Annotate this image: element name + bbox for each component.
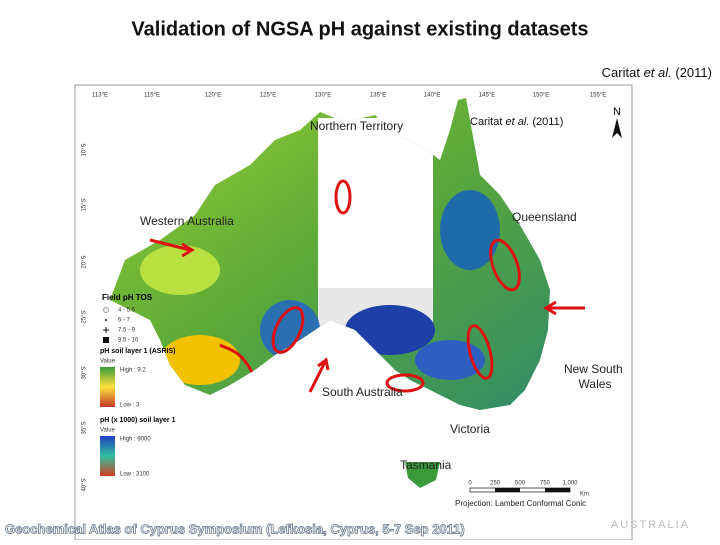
north-arrow-shape — [612, 118, 622, 138]
longitude-label: 130°E — [315, 93, 331, 99]
map-citation: Caritat et al. (2011) — [470, 116, 563, 128]
region-label: New South Wales — [564, 362, 626, 391]
highlights — [149, 179, 585, 393]
scale-tick-label: 250 — [490, 481, 501, 487]
legend-layer2-title: pH (x 1000) soil layer 1 — [100, 417, 176, 424]
scale-bar: 0 250 500 750 1,000 Km — [468, 481, 589, 498]
latitude-label: 25°S — [82, 310, 88, 323]
latitude-label: 20°S — [82, 255, 88, 268]
citation-etal: et al. — [644, 65, 672, 80]
projection: Projection: Lambert Conformal Conic — [455, 499, 586, 508]
north-arrow: N — [613, 106, 621, 118]
region-label: Western Australia — [140, 214, 234, 228]
scale-unit: Km — [580, 492, 589, 498]
citation: Caritat et al. (2011) — [602, 65, 712, 80]
region-label: Tasmania — [400, 458, 452, 472]
tasmania — [405, 462, 440, 488]
map: Caritat et al. (2011) 113°E 115°E 120°E 125… — [74, 84, 633, 541]
legend-class-label: 4 - 5.5 — [118, 308, 136, 314]
legend-class-label: 9.5 - 10 — [118, 338, 139, 344]
latitude-label: 15°S — [82, 198, 88, 211]
longitude-labels: 113°E 115°E 120°E 125°E 130°E 135°E 140°E 145°E… — [92, 93, 606, 99]
legend-layer2-high: High : 9000 — [120, 437, 151, 443]
legend-layer1-ramp — [100, 367, 115, 407]
longitude-label: 113°E — [92, 93, 108, 99]
latitude-label: 30°S — [82, 366, 88, 379]
citation-year: (2011) — [675, 65, 712, 80]
longitude-label: 120°E — [205, 93, 221, 99]
legend-layer2-low: Low : 3100 — [120, 472, 150, 478]
region-label: Victoria — [450, 422, 490, 436]
latitude-label: 40°S — [82, 478, 88, 491]
map-citation-author: Caritat — [470, 116, 502, 128]
legend-layer2-ramp — [100, 436, 115, 476]
latitude-label: 35°S — [82, 421, 88, 434]
legend-layer2-value: Value — [100, 428, 116, 434]
map-citation-etal: et al. — [505, 116, 529, 128]
legend-layer1-title: pH soil layer 1 (ASRIS) — [100, 348, 175, 355]
legend-class-label: 7.5 - 9 — [118, 328, 136, 334]
region-label: Northern Territory — [310, 119, 403, 133]
legend-class-label: 6 - 7 — [118, 318, 131, 324]
longitude-label: 125°E — [260, 93, 276, 99]
longitude-label: 150°E — [533, 93, 549, 99]
scale-tick-label: 750 — [540, 481, 551, 487]
longitude-label: 115°E — [144, 93, 160, 99]
legend: Field pH TOS 4 - 5.5 6 - 7 7.5 - 9 9.5 - 10… — [100, 293, 176, 478]
region-label: Queensland — [512, 210, 577, 224]
title: Validation of NGSA pH against existing d… — [131, 18, 588, 40]
citation-author: Caritat — [602, 65, 641, 80]
scale-tick-label: 500 — [515, 481, 526, 487]
footer: Geochemical Atlas of Cyprus Symposium (L… — [5, 521, 465, 536]
legend-symbol — [103, 337, 109, 343]
longitude-label: 135°E — [370, 93, 386, 99]
legend-title: Field pH TOS — [102, 293, 153, 302]
legend-symbol — [105, 319, 107, 321]
latitude-label: 10°S — [82, 143, 88, 156]
legend-layer1-high: High : 9.2 — [120, 368, 146, 374]
watermark: AUSTRALIA — [611, 519, 690, 531]
legend-symbol — [103, 307, 109, 313]
legend-layer1-value: Value — [100, 359, 116, 365]
longitude-label: 155°E — [590, 93, 606, 99]
map-citation-year: (2011) — [532, 116, 563, 128]
longitude-label: 140°E — [424, 93, 440, 99]
legend-layer1-low: Low : 3 — [120, 403, 140, 409]
longitude-label: 145°E — [479, 93, 495, 99]
region-labels: Northern Territory Western Australia Queen… — [140, 119, 626, 472]
scale-tick-label: 1,000 — [562, 481, 578, 487]
scale-tick-label: 0 — [468, 481, 472, 487]
region-label: South Australia — [322, 385, 403, 399]
legend-symbol — [103, 327, 109, 333]
latitude-labels: 10°S 15°S 20°S 25°S 30°S 35°S 40°S — [82, 143, 88, 491]
